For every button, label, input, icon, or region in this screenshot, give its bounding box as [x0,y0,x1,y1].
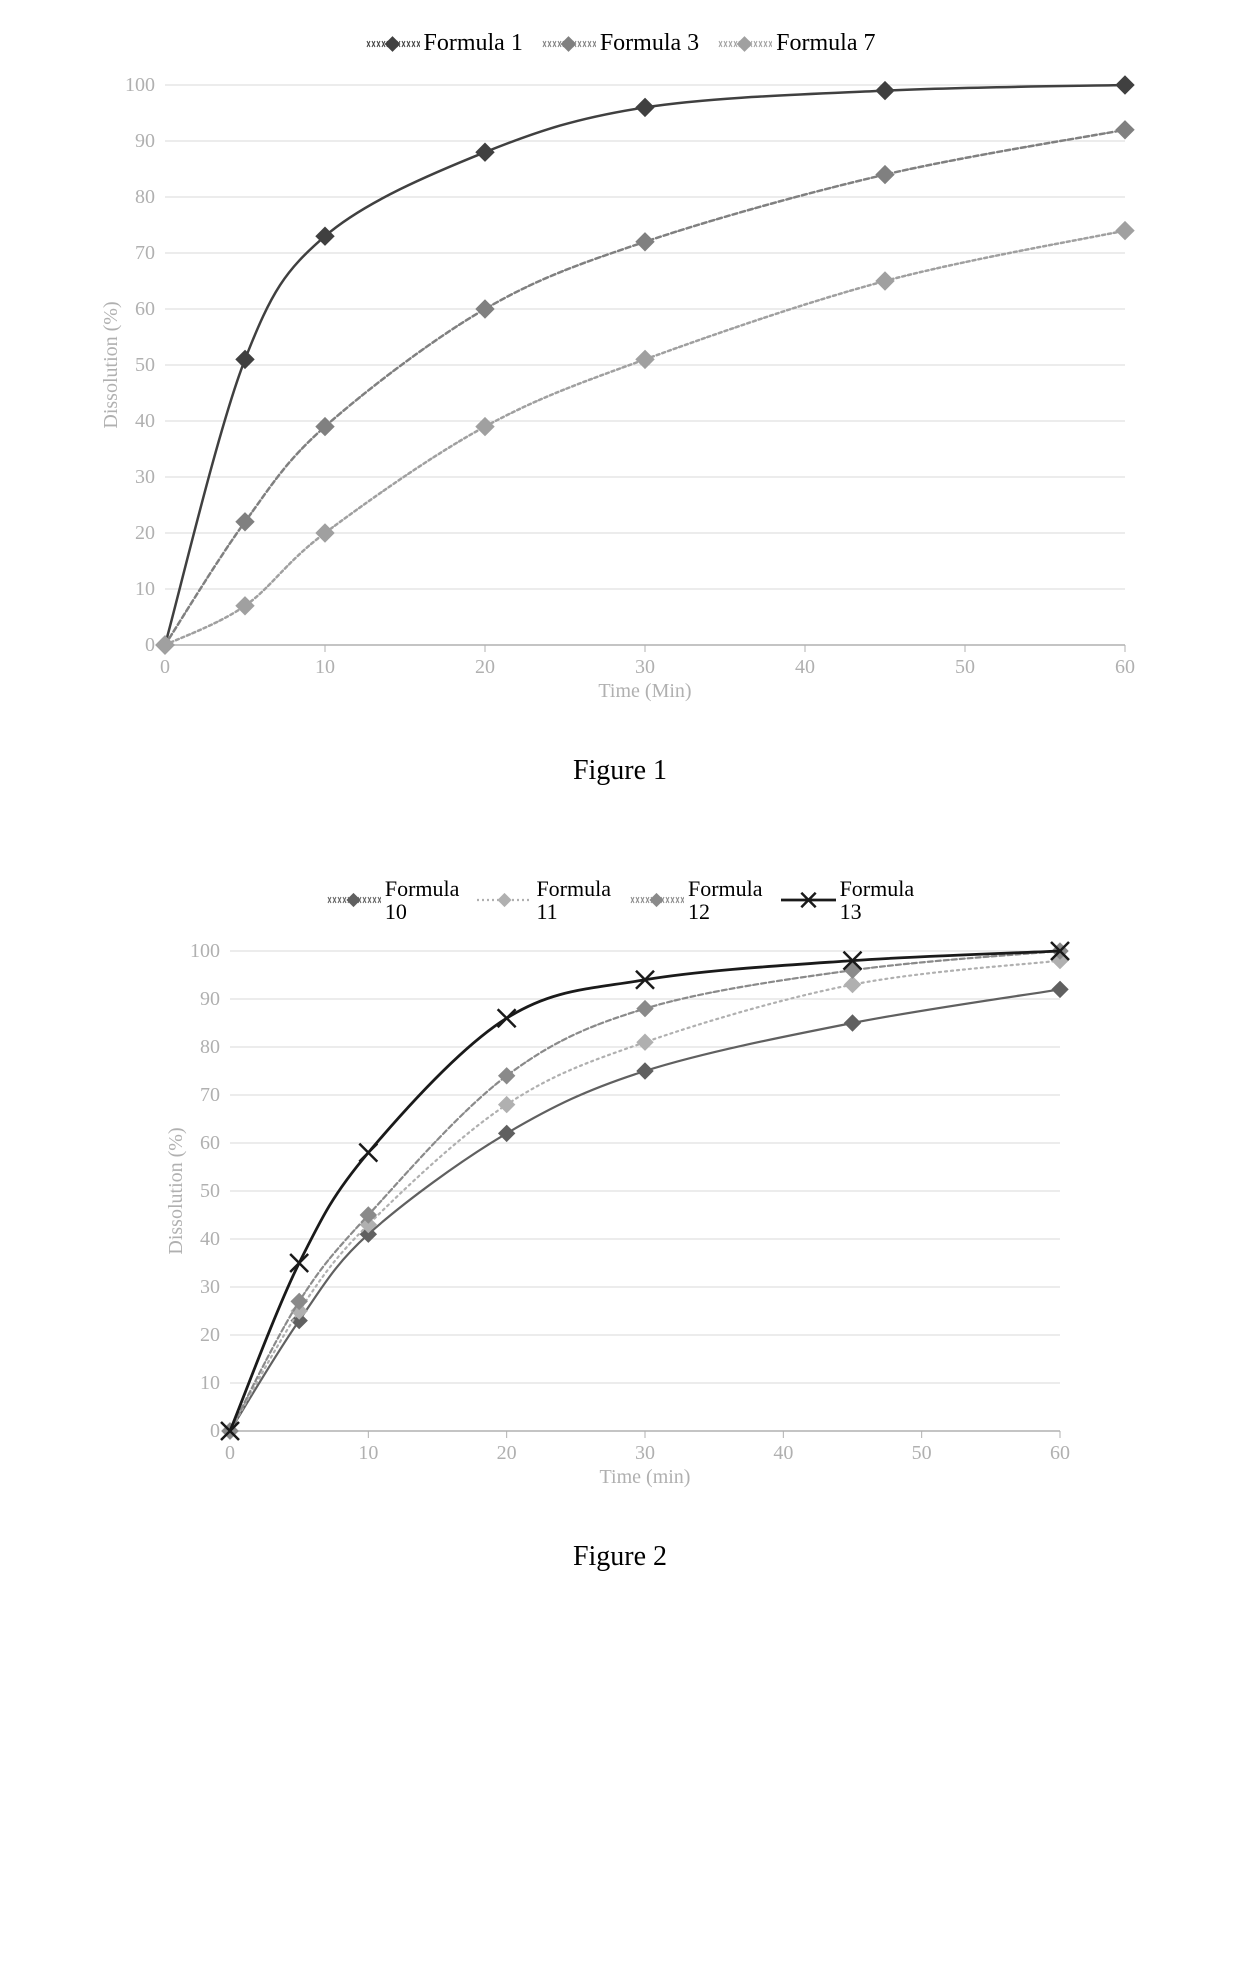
svg-text:20: 20 [497,1442,517,1464]
svg-text:10: 10 [200,1372,220,1394]
svg-text:0: 0 [145,634,155,656]
legend-item: Formula 3 [541,30,699,57]
legend-item: Formula10 [326,877,460,923]
svg-text:80: 80 [200,1036,220,1058]
svg-text:40: 40 [200,1228,220,1250]
svg-text:40: 40 [135,410,155,432]
svg-text:Time (Min): Time (Min) [598,680,691,702]
svg-text:90: 90 [200,988,220,1010]
legend-item: Formula13 [781,877,915,923]
legend-item: Formula11 [477,877,611,923]
svg-text:10: 10 [315,656,335,678]
svg-text:50: 50 [200,1180,220,1202]
svg-text:Dissolution (%): Dissolution (%) [100,301,122,428]
svg-text:40: 40 [795,656,815,678]
svg-text:100: 100 [190,940,220,962]
svg-text:30: 30 [200,1276,220,1298]
svg-text:20: 20 [135,522,155,544]
svg-text:70: 70 [135,242,155,264]
svg-text:50: 50 [912,1442,932,1464]
figure-2: Formula10 Formula11 Formula12 Formula13 0 10… [40,877,1200,1663]
figure-2-caption: Figure 2 [573,1541,667,1573]
figure-2-legend: Formula10 Formula11 Formula12 Formula13 [326,877,914,923]
figure-1-chart: 0 10 20 30 40 50 60 70 80 90 100 0 10 20 30 40 50 60 Time … [95,65,1145,705]
svg-text:40: 40 [773,1442,793,1464]
svg-text:10: 10 [358,1442,378,1464]
legend-item: Formula 7 [717,30,875,57]
svg-text:60: 60 [1050,1442,1070,1464]
svg-text:90: 90 [135,130,155,152]
legend-label: Formula11 [536,877,611,923]
figure-1: Formula 1 Formula 3 Formula 7 0 10 20 30 40 50 6… [40,30,1200,877]
legend-label: Formula 1 [424,30,523,57]
legend-label: Formula13 [840,877,915,923]
svg-text:80: 80 [135,186,155,208]
svg-text:0: 0 [225,1442,235,1464]
svg-text:60: 60 [200,1132,220,1154]
svg-text:50: 50 [955,656,975,678]
figure-1-caption: Figure 1 [573,755,667,787]
svg-text:50: 50 [135,354,155,376]
legend-label: Formula10 [385,877,460,923]
svg-text:60: 60 [1115,656,1135,678]
svg-text:0: 0 [210,1420,220,1442]
svg-text:0: 0 [160,656,170,678]
svg-text:30: 30 [635,656,655,678]
svg-text:60: 60 [135,298,155,320]
svg-text:20: 20 [475,656,495,678]
legend-label: Formula 3 [600,30,699,57]
figure-2-chart: 0 10 20 30 40 50 60 70 80 90 100 0 10 20 30 40 50 60 Time … [160,931,1080,1491]
svg-text:Time (min): Time (min) [600,1466,691,1488]
svg-text:Dissolution (%): Dissolution (%) [165,1128,187,1255]
svg-text:100: 100 [125,74,155,96]
svg-text:30: 30 [135,466,155,488]
svg-text:30: 30 [635,1442,655,1464]
legend-item: Formula12 [629,877,763,923]
legend-item: Formula 1 [365,30,523,57]
legend-label: Formula12 [688,877,763,923]
legend-label: Formula 7 [776,30,875,57]
svg-text:70: 70 [200,1084,220,1106]
svg-text:20: 20 [200,1324,220,1346]
svg-text:10: 10 [135,578,155,600]
figure-1-legend: Formula 1 Formula 3 Formula 7 [365,30,876,57]
